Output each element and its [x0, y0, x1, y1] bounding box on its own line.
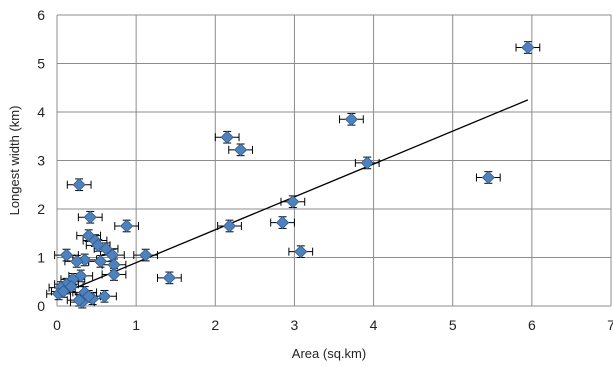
data-point	[220, 130, 234, 144]
data-point	[360, 156, 374, 170]
y-axis-label: Longest width (km)	[7, 106, 22, 216]
y-tick-label: 5	[37, 56, 45, 72]
data-point	[275, 216, 290, 230]
data-point	[64, 280, 78, 294]
y-tick-label: 0	[37, 298, 45, 314]
data-point	[56, 284, 70, 299]
x-axis-label: Area (sq.km)	[292, 346, 366, 361]
y-tick-label: 3	[37, 153, 45, 169]
x-tick-label: 0	[53, 317, 61, 333]
data-point	[286, 195, 300, 209]
y-tick-label: 2	[37, 201, 45, 217]
y-tick-label: 6	[37, 7, 45, 23]
grid-lines	[56, 14, 612, 307]
data-point	[294, 245, 308, 259]
data-point	[139, 248, 153, 262]
x-tick-label: 4	[370, 317, 378, 333]
data-points	[52, 40, 535, 309]
x-tick-label: 3	[291, 317, 299, 333]
y-tick-label: 1	[37, 250, 45, 266]
y-tick-label: 4	[37, 104, 45, 120]
data-point	[97, 289, 112, 303]
data-point	[72, 293, 86, 307]
data-point	[222, 219, 237, 233]
data-point	[107, 267, 121, 282]
error-bars	[46, 41, 541, 309]
data-point	[521, 40, 535, 55]
data-point	[70, 254, 84, 268]
data-point	[93, 254, 108, 268]
data-point	[83, 210, 97, 224]
data-point	[120, 219, 134, 233]
data-point	[99, 242, 113, 256]
x-tick-label: 7	[607, 317, 613, 333]
data-point	[344, 112, 358, 126]
x-tick-label: 1	[132, 317, 140, 333]
data-point	[162, 271, 176, 285]
x-tick-label: 2	[211, 317, 219, 333]
data-point	[82, 289, 96, 303]
data-point	[234, 143, 248, 157]
tick-labels: 0 1 2 3 4 5 6 0 1 2 3 4 5 6 7	[37, 7, 613, 333]
x-tick-label: 6	[528, 317, 536, 333]
x-tick-label: 5	[449, 317, 457, 333]
data-point	[481, 170, 495, 185]
data-point	[72, 178, 86, 192]
data-point	[59, 248, 74, 262]
